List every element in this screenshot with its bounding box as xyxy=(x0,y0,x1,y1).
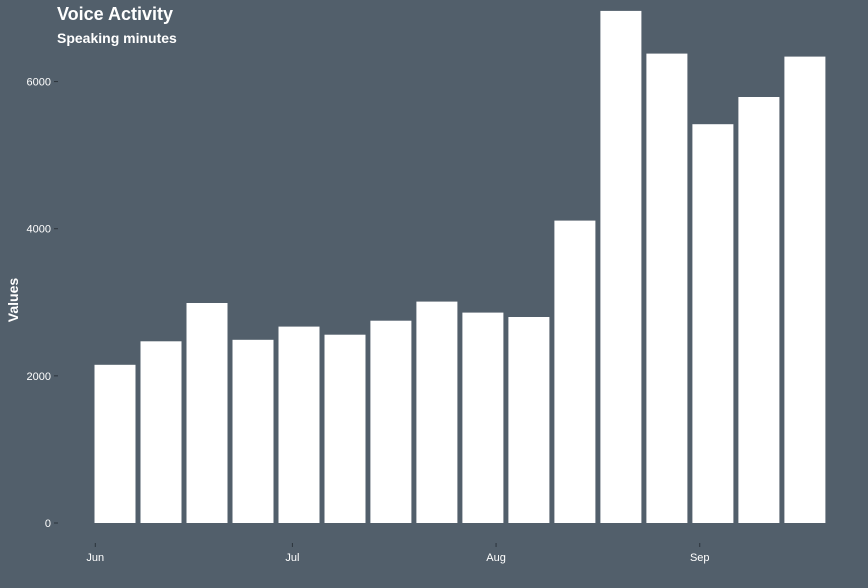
chart-subtitle: Speaking minutes xyxy=(57,30,177,46)
x-tick-label: Aug xyxy=(486,552,506,564)
bar-2023-09-03 xyxy=(692,124,734,523)
y-tick-label: 2000 xyxy=(27,371,51,383)
bar-2023-07-30 xyxy=(462,312,504,523)
x-tick-label: Jun xyxy=(86,552,104,564)
y-axis-label: Values xyxy=(5,278,21,323)
bars-group xyxy=(94,10,826,523)
bar-2023-06-18 xyxy=(186,303,228,523)
y-tick-label: 4000 xyxy=(27,224,51,236)
bar-2023-08-06 xyxy=(508,317,550,523)
bar-2023-07-02 xyxy=(278,326,320,523)
y-tick-label: 6000 xyxy=(27,77,51,89)
bar-2023-07-16 xyxy=(370,320,412,523)
x-tick-label: Jul xyxy=(285,552,299,564)
bar-2023-08-20 xyxy=(600,10,642,523)
x-tick-label: Sep xyxy=(690,552,710,564)
y-axis: 0 2000 4000 6000 xyxy=(27,77,58,530)
y-tick-label: 0 xyxy=(45,518,51,530)
chart-title: Voice Activity xyxy=(57,4,173,24)
x-axis: Jun Jul Aug Sep xyxy=(86,543,710,564)
bar-2023-08-13 xyxy=(554,220,596,523)
bar-2023-09-10 xyxy=(738,97,780,523)
bar-2023-09-17 xyxy=(784,56,826,523)
bar-2023-08-27 xyxy=(646,53,688,523)
bar-2023-06-11 xyxy=(140,341,182,523)
bar-2023-06-25 xyxy=(232,339,274,523)
bar-2023-07-09 xyxy=(324,334,366,523)
bar-2023-06-04 xyxy=(94,364,136,523)
bar-2023-07-23 xyxy=(416,301,458,523)
